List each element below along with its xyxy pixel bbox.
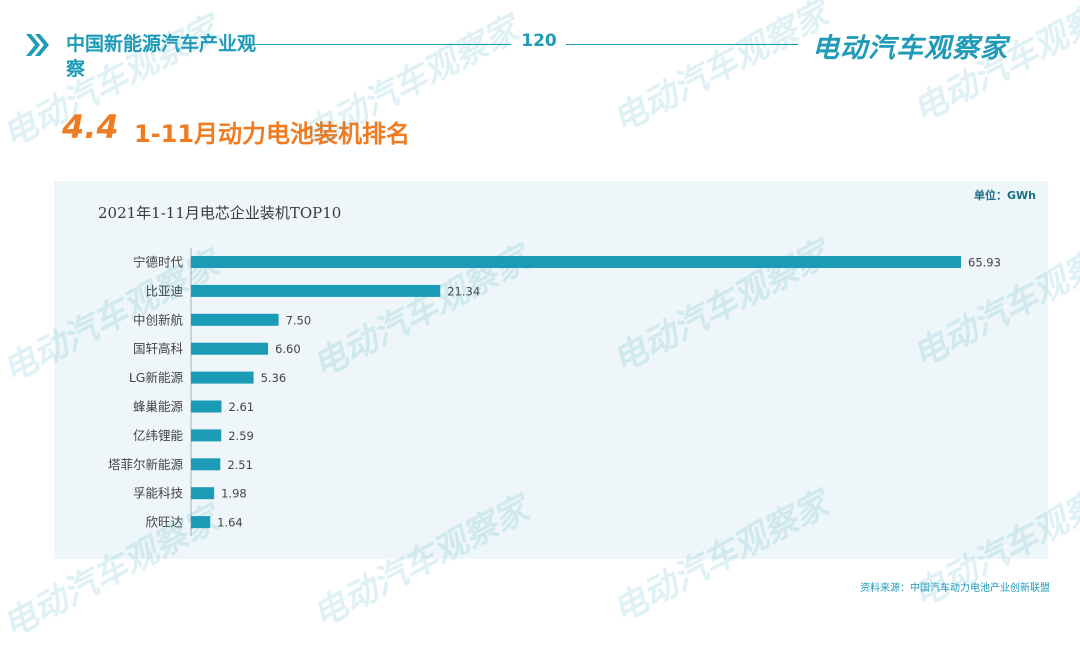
bar	[191, 458, 221, 471]
chevron-right-icon	[26, 34, 49, 56]
unit-label: 单位：GWh	[974, 189, 1036, 202]
value-label: 21.34	[447, 284, 480, 298]
bar-chart: 宁德时代 65.93 比亚迪 21.34 中创新航 7.50 国轩高科 6.60 LG新能源 5.…	[108, 248, 1001, 537]
header-divider-left	[243, 44, 511, 45]
page-number: 120	[521, 31, 557, 51]
source-note: 资料来源：中国汽车动力电池产业创新联盟	[860, 583, 1050, 594]
bar	[191, 256, 961, 268]
category-label: 蜂巢能源	[133, 399, 184, 414]
value-label: 65.93	[968, 256, 1001, 270]
bar	[191, 429, 222, 442]
section-title: 1-11月动力电池装机排名	[134, 120, 411, 148]
header-divider-right	[566, 44, 798, 45]
chart-panel	[54, 181, 1048, 559]
value-label: 1.98	[221, 487, 247, 501]
brand-logo: 电动汽车观察家	[812, 33, 1008, 64]
bar	[191, 371, 254, 384]
category-label: 孚能科技	[133, 486, 184, 501]
category-label: 欣旺达	[145, 515, 183, 530]
value-label: 2.59	[228, 429, 254, 443]
category-label: 中创新航	[133, 312, 184, 327]
value-label: 5.36	[261, 371, 287, 385]
value-label: 2.51	[227, 458, 253, 472]
category-label: 国轩高科	[133, 341, 184, 356]
value-label: 2.61	[228, 400, 254, 414]
chart-title: 2021年1-11月电芯企业装机TOP10	[98, 204, 342, 222]
bar	[191, 284, 441, 297]
brand-title: 中国新能源汽车产业观察	[66, 33, 257, 80]
bar	[191, 400, 222, 413]
bar	[191, 342, 269, 355]
value-label: 1.64	[217, 516, 243, 530]
category-label: 塔菲尔新能源	[108, 457, 184, 472]
section-number: 4.4	[62, 108, 119, 146]
bar	[191, 487, 215, 500]
bar	[191, 313, 279, 326]
value-label: 6.60	[275, 342, 301, 356]
bar	[191, 516, 211, 529]
category-label: 宁德时代	[133, 255, 184, 270]
category-label: 亿纬锂能	[133, 428, 184, 443]
category-label: LG新能源	[129, 370, 184, 385]
category-label: 比亚迪	[145, 283, 183, 298]
value-label: 7.50	[286, 313, 312, 327]
